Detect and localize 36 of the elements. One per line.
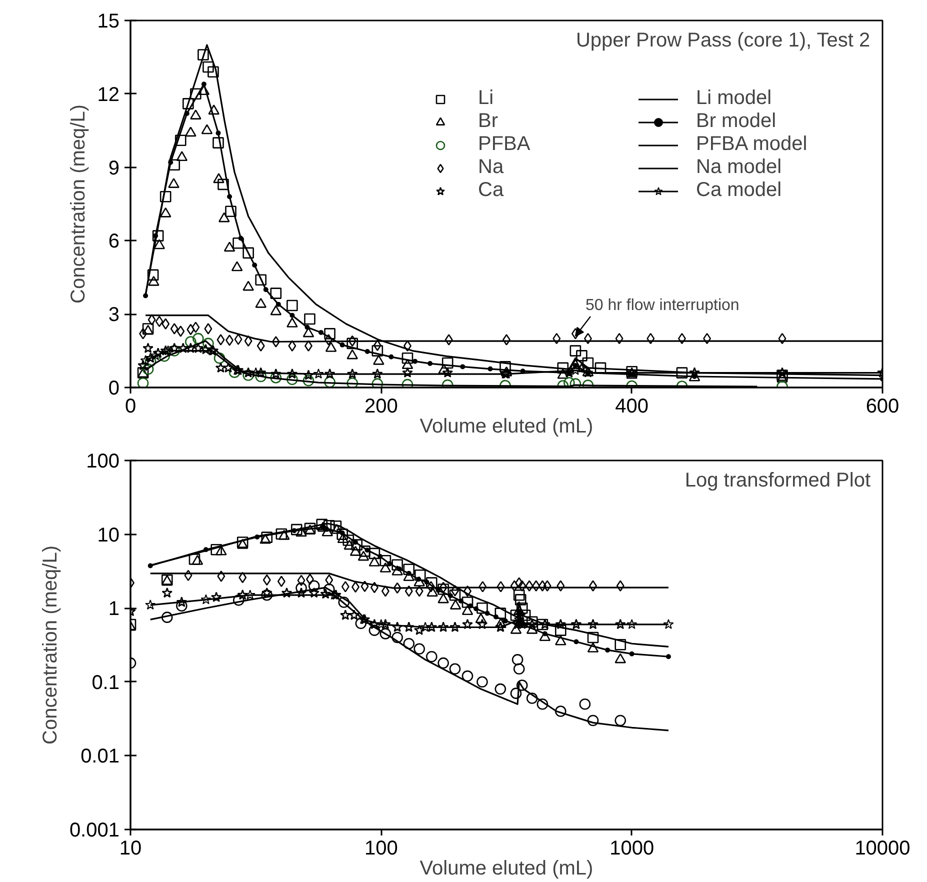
x-axis-title: Volume eluted (mL): [420, 858, 594, 880]
x-tick-label: 400: [615, 396, 649, 418]
legend-label: Li: [478, 87, 495, 110]
annotation: 50 hr flow interruption: [585, 297, 740, 314]
legend-label: PFBA: [478, 133, 532, 156]
y-tick-label: 1: [108, 598, 120, 620]
y-tick-label: 9: [108, 157, 120, 180]
y-tick-label: 6: [108, 230, 120, 253]
x-tick-label: 200: [364, 396, 398, 418]
y-tick-label: 10: [97, 524, 120, 546]
legend-label: Na model: [696, 156, 783, 179]
legend-label: Na: [478, 156, 505, 179]
legend-label: Br model: [696, 110, 778, 133]
y-tick-label: 15: [97, 10, 120, 32]
legend-label: Ca model: [696, 179, 783, 202]
y-tick-label: 3: [108, 304, 120, 326]
legend-label: Li model: [696, 87, 773, 110]
x-tick-label: 1000: [610, 838, 654, 860]
y-tick-label: 12: [97, 84, 120, 106]
y-tick-label: 0.001: [69, 820, 120, 842]
y-tick-label: 0.01: [80, 746, 120, 768]
y-tick-label: 100: [86, 450, 120, 472]
x-tick-label: 0: [124, 396, 136, 418]
x-tick-label: 600: [866, 396, 900, 418]
y-axis-title: Concentration (meq/L): [67, 104, 90, 304]
annotation: Upper Prow Pass (core 1), Test 2: [576, 30, 870, 52]
x-tick-label: 10000: [854, 838, 910, 860]
annotation: Log transformed Plot: [684, 470, 871, 492]
y-tick-label: 0.1: [92, 672, 120, 694]
legend-label: Br: [478, 110, 499, 133]
y-tick-label: 0: [108, 378, 120, 400]
y-axis-title: Concentration (meq/L): [39, 546, 62, 744]
legend-label: Ca: [478, 179, 505, 202]
x-axis-title: Volume eluted (mL): [420, 416, 594, 438]
legend-label: PFBA model: [696, 133, 808, 156]
x-tick-label: 100: [364, 838, 398, 860]
